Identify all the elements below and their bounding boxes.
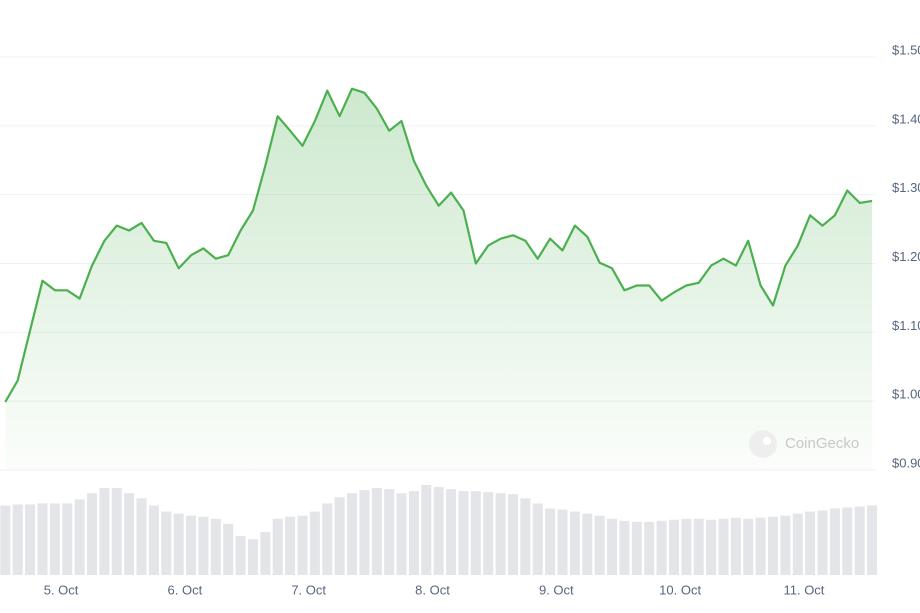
volume-bar bbox=[297, 515, 308, 575]
volume-bar bbox=[62, 503, 73, 575]
volume-bar bbox=[272, 518, 283, 575]
watermark: CoinGecko bbox=[749, 430, 859, 458]
volume-bar bbox=[619, 520, 630, 575]
volume-bar bbox=[631, 521, 642, 575]
volume-bar bbox=[396, 493, 407, 575]
volume-bar bbox=[136, 498, 147, 575]
volume-bar bbox=[730, 517, 741, 575]
volume-bar bbox=[693, 518, 704, 575]
volume-bar bbox=[247, 539, 258, 575]
volume-bar bbox=[458, 491, 469, 575]
volume-bar bbox=[161, 511, 172, 575]
volume-bar bbox=[223, 523, 234, 575]
volume-bar bbox=[706, 519, 717, 575]
volume-bar bbox=[582, 513, 593, 575]
volume-bar bbox=[433, 487, 444, 575]
volume-bar bbox=[569, 511, 580, 575]
volume-bar bbox=[507, 494, 518, 575]
volume-bar bbox=[607, 518, 618, 575]
y-tick-label: $1.20 bbox=[892, 249, 920, 264]
volume-bar bbox=[594, 515, 605, 575]
volume-bar bbox=[210, 518, 221, 575]
y-tick-label: $1.50 bbox=[892, 42, 920, 57]
volume-bar bbox=[792, 513, 803, 575]
volume-bar bbox=[347, 493, 358, 575]
price-line bbox=[4, 87, 873, 403]
y-tick-label: $1.00 bbox=[892, 387, 920, 402]
y-tick-label: $1.40 bbox=[892, 111, 920, 126]
volume-bar bbox=[74, 499, 85, 575]
volume-bar bbox=[0, 505, 11, 575]
volume-bar bbox=[854, 506, 865, 575]
volume-bar bbox=[718, 518, 729, 575]
volume-bar bbox=[322, 503, 333, 575]
x-tick-label: 8. Oct bbox=[415, 582, 450, 597]
price-area bbox=[5, 88, 873, 470]
volume-bar bbox=[805, 511, 816, 575]
volume-bar bbox=[371, 488, 382, 575]
volume-bar bbox=[520, 498, 531, 575]
watermark-text: CoinGecko bbox=[785, 435, 859, 452]
volume-bar bbox=[359, 490, 370, 575]
volume-bar bbox=[780, 515, 791, 575]
y-tick-label: $1.10 bbox=[892, 318, 920, 333]
volume-bar bbox=[12, 504, 23, 575]
x-tick-label: 10. Oct bbox=[659, 582, 701, 597]
volume-bar bbox=[408, 491, 419, 575]
volume-bar bbox=[867, 505, 878, 575]
volume-bar bbox=[656, 520, 667, 575]
volume-bar bbox=[743, 518, 754, 575]
volume-bar bbox=[557, 509, 568, 575]
x-tick-label: 6. Oct bbox=[168, 582, 203, 597]
volume-bar bbox=[111, 488, 122, 575]
volume-bar bbox=[334, 497, 345, 575]
volume-bar bbox=[260, 532, 271, 575]
volume-bar bbox=[235, 536, 246, 575]
volume-bar bbox=[817, 510, 828, 575]
volume-bar bbox=[25, 504, 36, 575]
volume-bar bbox=[37, 503, 48, 575]
y-tick-label: $1.30 bbox=[892, 180, 920, 195]
volume-bar bbox=[470, 491, 481, 575]
volume-bar bbox=[668, 519, 679, 575]
volume-bar bbox=[309, 511, 320, 575]
volume-bar bbox=[86, 493, 97, 575]
volume-bar bbox=[148, 505, 159, 575]
x-tick-label: 9. Oct bbox=[539, 582, 574, 597]
volume-bar bbox=[681, 518, 692, 575]
volume-bar bbox=[384, 489, 395, 575]
volume-bar bbox=[285, 516, 296, 575]
x-tick-label: 11. Oct bbox=[783, 582, 824, 597]
volume-bar bbox=[829, 508, 840, 575]
volume-bar bbox=[755, 517, 766, 575]
volume-bar bbox=[99, 488, 110, 575]
volume-bar bbox=[173, 513, 184, 575]
volume-bar bbox=[842, 507, 853, 575]
volume-bar bbox=[446, 489, 457, 575]
x-tick-label: 7. Oct bbox=[291, 582, 326, 597]
volume-bar bbox=[495, 493, 506, 575]
volume-bar bbox=[421, 485, 432, 575]
volume-bar bbox=[483, 492, 494, 575]
y-tick-label: $0.90 bbox=[892, 455, 920, 470]
volume-bar bbox=[186, 515, 197, 575]
volume-bar bbox=[545, 508, 556, 575]
volume-bar bbox=[644, 521, 655, 575]
x-tick-label: 5. Oct bbox=[44, 582, 79, 597]
volume-bar bbox=[768, 516, 779, 575]
volume-bar bbox=[532, 503, 543, 575]
volume-bar bbox=[198, 516, 209, 575]
volume-bar bbox=[124, 493, 135, 575]
volume-bar bbox=[49, 503, 60, 575]
